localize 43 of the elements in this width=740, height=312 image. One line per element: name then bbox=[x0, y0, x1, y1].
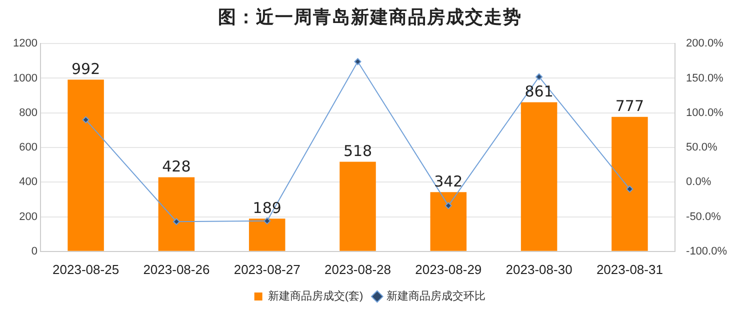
y-tick-label: 400 bbox=[19, 176, 38, 188]
bar bbox=[612, 116, 648, 251]
y-tick-label: 1000 bbox=[12, 72, 38, 84]
bar bbox=[430, 192, 467, 251]
data-label: 992 bbox=[71, 60, 100, 78]
y-tick-label: 800 bbox=[19, 106, 38, 119]
x-tick-label: 2023-08-26 bbox=[143, 262, 210, 277]
y-tick-label: 1200 bbox=[12, 38, 38, 50]
point bbox=[536, 73, 543, 80]
y-tick-label: 200 bbox=[19, 210, 38, 223]
bar bbox=[158, 177, 195, 251]
y2-tick-label: -50.0% bbox=[686, 210, 722, 223]
x-tick-label: 2023-08-25 bbox=[52, 262, 120, 277]
data-label: 342 bbox=[434, 172, 463, 191]
point bbox=[354, 58, 362, 66]
x-tick-label: 2023-08-28 bbox=[324, 262, 391, 277]
legend-label: 新建商品房成交(套) bbox=[268, 290, 364, 303]
bar bbox=[340, 162, 376, 251]
data-label: 518 bbox=[343, 142, 372, 160]
data-label: 777 bbox=[615, 97, 644, 116]
x-tick-label: 2023-08-31 bbox=[596, 262, 663, 277]
y2-tick-label: -100.0% bbox=[686, 245, 728, 258]
legend-label: 新建商品房成交环比 bbox=[386, 290, 486, 303]
y2-tick-label: 150.0% bbox=[686, 72, 724, 84]
point bbox=[444, 202, 452, 210]
y-tick-label: 0 bbox=[31, 245, 38, 258]
y2-tick-label: 50.0% bbox=[686, 142, 718, 154]
point bbox=[172, 218, 180, 226]
chart-title: 图：近一周青岛新建商品房成交走势 bbox=[217, 6, 523, 30]
x-tick-label: 2023-08-29 bbox=[415, 262, 482, 277]
point bbox=[82, 116, 90, 124]
x-tick-label: 2023-08-27 bbox=[234, 262, 300, 277]
y-tick-label: 600 bbox=[19, 142, 38, 154]
y2-tick-label: 100.0% bbox=[686, 106, 724, 119]
y2-tick-label: 200.0% bbox=[686, 38, 724, 50]
y2-tick-label: 0.0% bbox=[686, 176, 712, 188]
bar bbox=[520, 102, 558, 251]
point bbox=[626, 186, 634, 193]
point bbox=[264, 217, 271, 224]
bar bbox=[68, 80, 104, 251]
x-tick-label: 2023-08-30 bbox=[506, 262, 572, 277]
data-label: 428 bbox=[162, 158, 191, 176]
bar bbox=[248, 218, 286, 251]
